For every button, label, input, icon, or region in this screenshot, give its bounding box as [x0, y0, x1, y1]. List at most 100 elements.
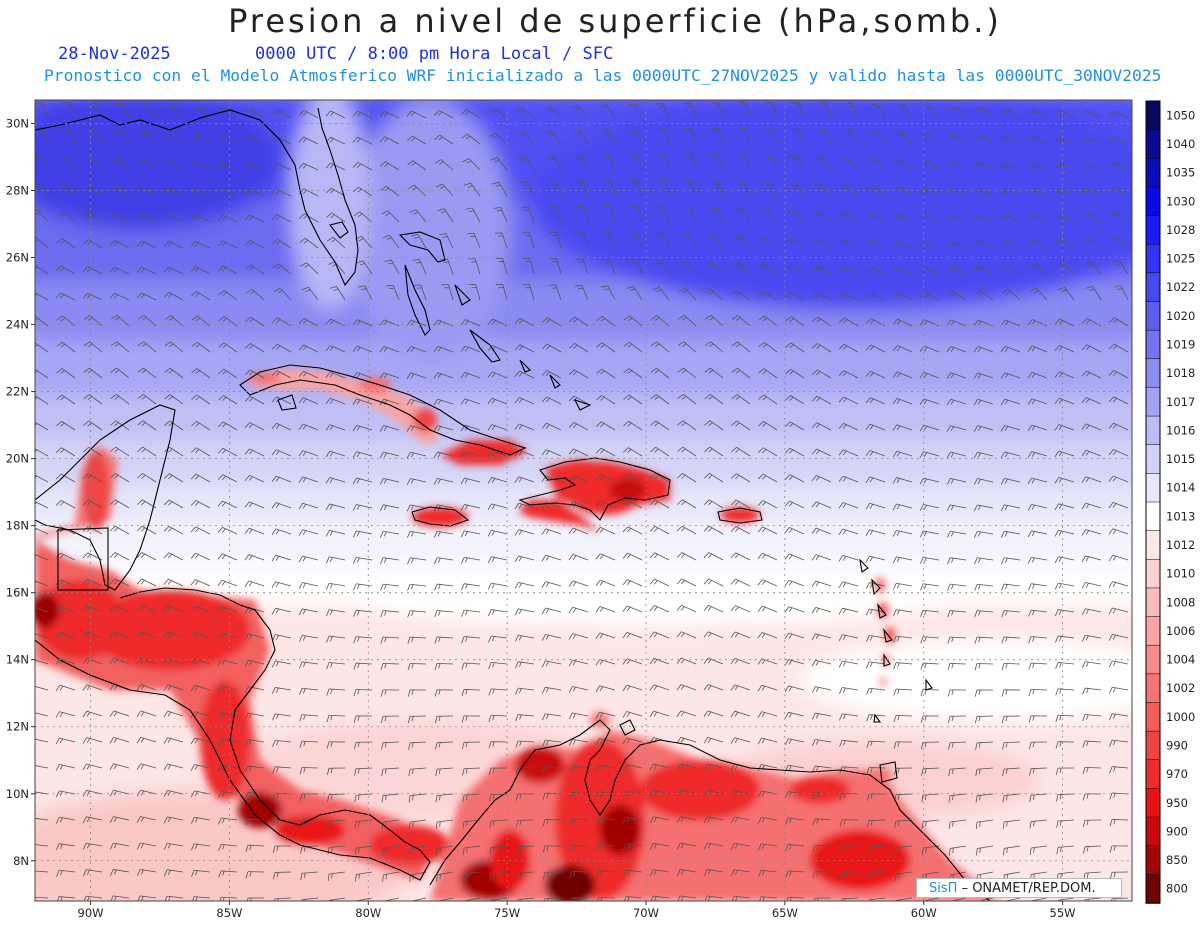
wind-barb — [245, 288, 265, 301]
lon-label: 60W — [911, 906, 937, 920]
wind-barb — [569, 765, 589, 773]
wind-barb — [380, 557, 400, 565]
wind-barb — [245, 871, 265, 879]
wind-barb — [298, 162, 319, 171]
wind-barb — [137, 895, 157, 901]
wind-barb — [244, 448, 265, 457]
wind-barb — [164, 869, 184, 877]
wind-barb — [839, 792, 859, 800]
wind-barb — [137, 473, 157, 483]
wind-barb — [460, 451, 481, 458]
wind-barb — [703, 604, 724, 613]
wind-barb — [1081, 136, 1102, 145]
wind-barb — [568, 712, 589, 720]
wind-barb — [549, 258, 562, 275]
wind-barb — [1081, 397, 1102, 405]
wind-barb — [785, 368, 805, 379]
wind-barb — [35, 817, 49, 821]
wind-barb — [704, 420, 724, 431]
wind-barb — [115, 103, 130, 119]
wind-barb — [622, 499, 643, 509]
wind-barb — [1084, 261, 1102, 275]
wind-barb — [461, 636, 481, 644]
wind-barb — [622, 711, 643, 718]
wind-barb — [576, 258, 589, 275]
colorbar-label: 1022 — [1166, 280, 1195, 294]
wind-barb — [866, 819, 886, 828]
wind-barb — [596, 368, 616, 379]
wind-barb — [515, 661, 535, 669]
wind-barb — [217, 265, 238, 275]
wind-barb — [514, 634, 535, 642]
wind-barb — [546, 155, 562, 171]
wind-barb — [1028, 238, 1048, 249]
wind-barb — [408, 819, 427, 830]
wind-barb — [273, 287, 292, 301]
wind-barb — [514, 476, 535, 483]
wind-barb — [408, 793, 427, 803]
wind-barb — [163, 737, 184, 744]
wind-barb — [82, 684, 103, 691]
wind-barb — [865, 292, 886, 301]
wind-barb — [191, 315, 211, 327]
wind-barb — [758, 341, 778, 353]
wind-barb — [947, 715, 967, 724]
wind-barb — [813, 897, 832, 901]
wind-barb — [838, 660, 859, 668]
wind-barb — [623, 420, 643, 431]
wind-barb — [326, 212, 346, 223]
wind-barb — [460, 477, 481, 485]
wind-barb — [841, 897, 859, 901]
wind-barb — [1001, 662, 1021, 671]
colorbar-swatch — [1145, 559, 1161, 589]
wind-barb — [379, 136, 400, 145]
wind-barb — [811, 422, 832, 431]
wind-barb — [522, 284, 535, 301]
wind-barb — [784, 553, 805, 561]
wind-barb — [1055, 688, 1075, 696]
wind-barb — [380, 161, 400, 171]
wind-barb — [838, 502, 859, 509]
wind-barb — [1054, 397, 1075, 405]
wind-barb — [655, 232, 670, 249]
wind-barb — [1029, 819, 1048, 829]
wind-barb — [298, 529, 319, 536]
wind-barb — [1029, 845, 1048, 855]
wind-barb — [109, 525, 130, 535]
wind-barb — [435, 183, 454, 197]
wind-barb — [271, 502, 292, 509]
wind-barb — [812, 818, 832, 826]
wind-barb — [1054, 529, 1075, 537]
wind-barb — [1108, 449, 1129, 457]
wind-barb — [811, 448, 832, 457]
wind-barb — [434, 636, 454, 644]
wind-barb — [271, 528, 292, 535]
wind-barb — [784, 579, 805, 587]
wind-barb — [706, 261, 724, 275]
wind-barb — [515, 793, 535, 801]
wind-barb — [1027, 345, 1048, 353]
wind-barb — [568, 659, 589, 667]
wind-barb — [650, 473, 670, 483]
wind-barb — [595, 658, 616, 666]
wind-barb — [433, 345, 454, 353]
wind-barb — [385, 284, 400, 301]
wind-barb — [298, 397, 319, 405]
wind-barb — [164, 446, 184, 457]
wind-barb — [1002, 793, 1021, 803]
wind-barb — [677, 341, 697, 353]
wind-barb — [326, 767, 346, 776]
wind-barb — [35, 209, 49, 223]
wind-barb — [462, 845, 481, 856]
wind-barb — [627, 103, 643, 119]
wind-barb — [947, 160, 967, 171]
wind-barb — [622, 473, 643, 483]
wind-barb — [838, 449, 859, 457]
wind-barb — [920, 583, 940, 591]
wind-barb — [520, 181, 535, 197]
wind-barb — [137, 446, 157, 457]
wind-barb — [703, 578, 724, 587]
wind-barb — [946, 425, 967, 432]
wind-barb — [488, 767, 508, 776]
colorbar-label: 1025 — [1166, 252, 1195, 266]
